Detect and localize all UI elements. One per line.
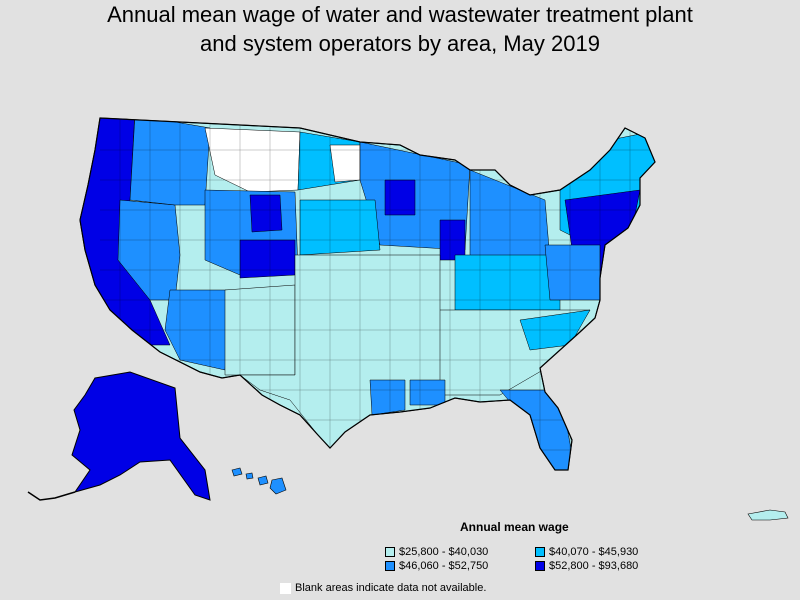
region-wyoming-core <box>249 194 283 233</box>
legend-item-4: $52,800 - $93,680 <box>535 560 638 572</box>
hawaii <box>231 467 287 495</box>
alaska-aleutians <box>27 491 76 501</box>
legend-item-3: $46,060 - $52,750 <box>385 560 488 572</box>
legend-item-1: $25,800 - $40,030 <box>385 546 488 558</box>
alaska <box>71 371 211 501</box>
region-mid-atlantic <box>544 244 601 301</box>
blank-areas-note: Blank areas indicate data not available. <box>280 582 486 594</box>
region-florida <box>499 389 576 470</box>
legend-label-2: $40,070 - $45,930 <box>549 546 639 558</box>
legend-label-4: $52,800 - $93,680 <box>549 560 639 572</box>
legend-swatch-4 <box>535 561 545 571</box>
region-houston <box>369 379 406 416</box>
legend-title: Annual mean wage <box>460 520 569 534</box>
map-title: Annual mean wage of water and wastewater… <box>0 0 800 58</box>
region-colorado-front <box>239 239 296 279</box>
region-louisiana <box>409 379 446 406</box>
region-central-plains <box>299 199 381 256</box>
legend-item-2: $40,070 - $45,930 <box>535 546 638 558</box>
blank-swatch <box>280 582 291 594</box>
region-north-dakota-blank <box>329 144 361 183</box>
blank-note-text: Blank areas indicate data not available. <box>295 582 487 594</box>
region-montana-blank <box>204 127 301 193</box>
legend-swatch-2 <box>535 547 545 557</box>
legend-label-3: $46,060 - $52,750 <box>399 560 489 572</box>
us-outline <box>79 117 656 471</box>
region-twin-cities <box>384 179 416 216</box>
legend-swatch-3 <box>385 561 395 571</box>
legend-label-1: $25,800 - $40,030 <box>399 546 489 558</box>
title-line-2: and system operators by area, May 2019 <box>200 31 600 56</box>
legend-swatch-1 <box>385 547 395 557</box>
region-ohio-valley <box>454 254 561 311</box>
region-northwest-interior <box>129 118 211 206</box>
title-line-1: Annual mean wage of water and wastewater… <box>107 2 693 27</box>
puerto-rico <box>747 509 789 521</box>
